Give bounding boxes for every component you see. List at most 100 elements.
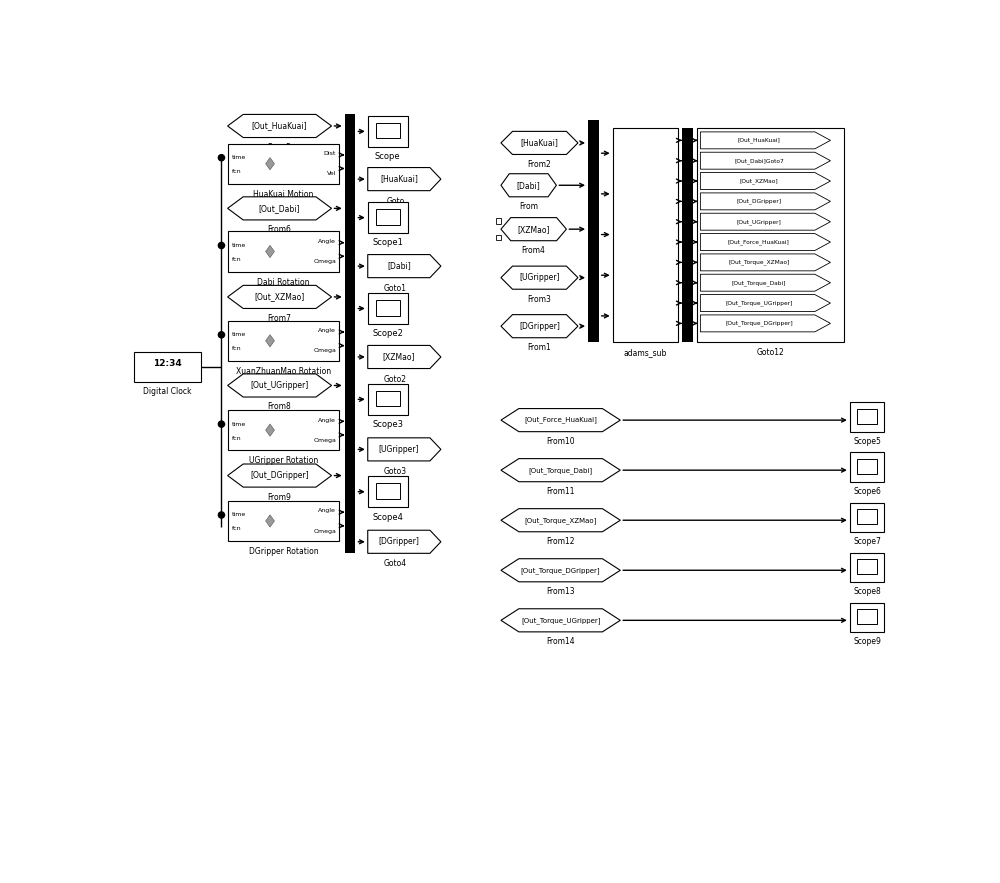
Polygon shape: [501, 509, 620, 532]
Polygon shape: [266, 245, 274, 258]
Text: [UGripper]: [UGripper]: [519, 273, 560, 283]
Text: From13: From13: [546, 587, 575, 596]
Text: Goto3: Goto3: [384, 467, 407, 476]
Text: 12:34: 12:34: [153, 359, 182, 368]
Text: From4: From4: [522, 246, 546, 255]
Text: Goto1: Goto1: [384, 283, 407, 293]
FancyBboxPatch shape: [857, 409, 877, 424]
Text: From12: From12: [546, 537, 575, 547]
Text: [Out_Torque_DGripper]: [Out_Torque_DGripper]: [521, 567, 600, 574]
FancyBboxPatch shape: [850, 553, 884, 582]
Polygon shape: [700, 315, 830, 332]
FancyBboxPatch shape: [376, 300, 400, 315]
Text: time: time: [232, 332, 246, 337]
FancyBboxPatch shape: [368, 116, 408, 147]
FancyBboxPatch shape: [857, 609, 877, 624]
Text: XuanZhuanMao Rotation: XuanZhuanMao Rotation: [236, 367, 331, 376]
Text: [Out_Torque_XZMao]: [Out_Torque_XZMao]: [524, 517, 597, 524]
Circle shape: [218, 243, 225, 248]
Polygon shape: [266, 335, 274, 347]
FancyBboxPatch shape: [228, 501, 339, 541]
Text: fcn: fcn: [232, 526, 242, 532]
Text: [Out_HuaKuai]: [Out_HuaKuai]: [252, 122, 307, 131]
Text: fcn: fcn: [232, 346, 242, 351]
Polygon shape: [501, 174, 556, 197]
Polygon shape: [368, 254, 441, 277]
Polygon shape: [700, 295, 830, 312]
Text: [Out_Torque_UGripper]: [Out_Torque_UGripper]: [725, 300, 793, 306]
Text: Scope: Scope: [375, 152, 401, 162]
Polygon shape: [700, 275, 830, 291]
Text: Dabi Rotation: Dabi Rotation: [257, 277, 310, 287]
Polygon shape: [501, 608, 620, 632]
FancyBboxPatch shape: [682, 127, 693, 342]
FancyBboxPatch shape: [850, 403, 884, 432]
Text: Scope9: Scope9: [853, 638, 881, 646]
Text: Scope7: Scope7: [853, 537, 881, 547]
Text: [Out_Force_HuaKuai]: [Out_Force_HuaKuai]: [728, 239, 790, 245]
Text: [Out_DGripper]: [Out_DGripper]: [250, 471, 309, 480]
FancyBboxPatch shape: [588, 120, 599, 342]
Circle shape: [218, 332, 225, 338]
Text: [Out_Torque_UGripper]: [Out_Torque_UGripper]: [521, 617, 600, 623]
Text: [Out_Force_HuaKuai]: [Out_Force_HuaKuai]: [524, 417, 597, 424]
FancyBboxPatch shape: [134, 352, 201, 381]
FancyBboxPatch shape: [228, 144, 339, 184]
Text: Digital Clock: Digital Clock: [143, 387, 192, 396]
Text: Scope1: Scope1: [372, 238, 403, 247]
Text: [Out_XZMao]: [Out_XZMao]: [740, 178, 778, 184]
Text: HuaKuai Motion: HuaKuai Motion: [253, 190, 314, 199]
Text: Goto: Goto: [386, 197, 405, 206]
Text: From5: From5: [268, 143, 292, 152]
Text: [Dabi]: [Dabi]: [387, 261, 411, 270]
Text: Angle: Angle: [318, 328, 336, 333]
Text: From3: From3: [528, 295, 551, 304]
FancyBboxPatch shape: [496, 235, 501, 240]
Polygon shape: [228, 197, 332, 220]
Text: [DGripper]: [DGripper]: [378, 537, 419, 547]
Polygon shape: [368, 438, 441, 461]
Polygon shape: [700, 213, 830, 230]
Polygon shape: [700, 152, 830, 170]
Text: Omega: Omega: [313, 348, 336, 353]
FancyBboxPatch shape: [857, 509, 877, 524]
Polygon shape: [266, 424, 274, 436]
Polygon shape: [266, 515, 274, 527]
Text: UGripper Rotation: UGripper Rotation: [249, 457, 318, 465]
Polygon shape: [368, 168, 441, 191]
FancyBboxPatch shape: [850, 502, 884, 532]
Text: From6: From6: [268, 225, 292, 234]
FancyBboxPatch shape: [376, 483, 400, 499]
Text: [HuaKuai]: [HuaKuai]: [380, 175, 418, 184]
Text: Scope2: Scope2: [372, 329, 403, 338]
FancyBboxPatch shape: [376, 123, 400, 139]
Text: [Out_UGripper]: [Out_UGripper]: [736, 219, 781, 224]
Text: [HuaKuai]: [HuaKuai]: [521, 139, 558, 147]
Text: From7: From7: [268, 313, 292, 323]
Polygon shape: [700, 254, 830, 271]
Text: [UGripper]: [UGripper]: [379, 445, 419, 454]
Text: time: time: [232, 155, 246, 160]
Text: Dist: Dist: [324, 151, 336, 156]
Text: Angle: Angle: [318, 239, 336, 244]
Text: time: time: [232, 512, 246, 517]
FancyBboxPatch shape: [228, 410, 339, 450]
Text: [Out_Torque_DGripper]: [Out_Torque_DGripper]: [725, 321, 793, 326]
Text: [XZMao]: [XZMao]: [517, 224, 550, 234]
Text: From: From: [519, 202, 538, 211]
FancyBboxPatch shape: [228, 231, 339, 271]
Text: [DGripper]: [DGripper]: [519, 321, 560, 330]
Text: adams_sub: adams_sub: [624, 348, 667, 357]
FancyBboxPatch shape: [368, 202, 408, 233]
FancyBboxPatch shape: [857, 559, 877, 574]
Text: From11: From11: [546, 487, 575, 496]
Text: time: time: [232, 243, 246, 248]
FancyBboxPatch shape: [345, 115, 355, 554]
Polygon shape: [368, 530, 441, 554]
Circle shape: [218, 421, 225, 427]
Text: From10: From10: [546, 437, 575, 446]
Text: From8: From8: [268, 403, 291, 411]
Text: From9: From9: [268, 493, 292, 502]
Polygon shape: [501, 314, 578, 337]
Text: [Out_XZMao]: [Out_XZMao]: [254, 292, 305, 301]
